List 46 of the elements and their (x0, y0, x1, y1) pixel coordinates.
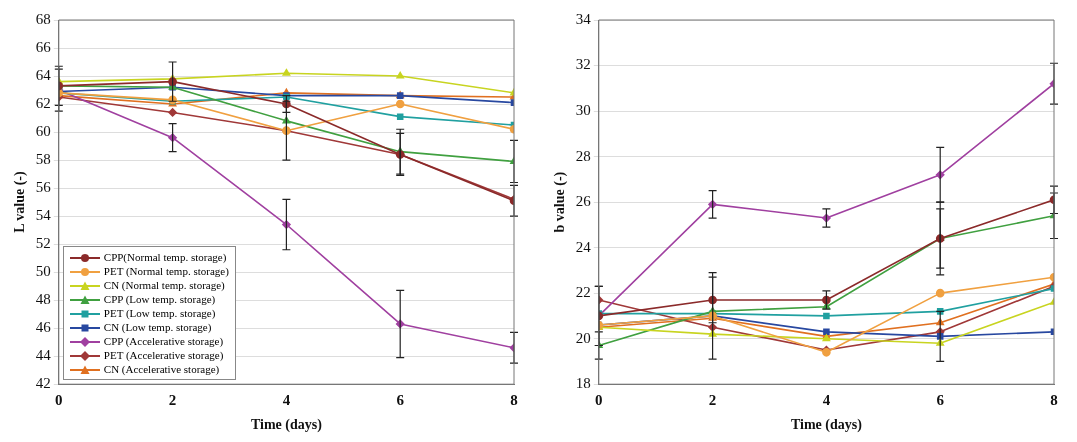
legend-label: CPP (Low temp. storage) (103, 293, 216, 306)
legend-label: PET (Normal temp. storage) (103, 265, 229, 278)
x-axis-title: Time (days) (790, 417, 863, 434)
y-tick-label: 24 (575, 238, 592, 255)
legend-label: PET (Accelerative storage) (103, 349, 224, 362)
x-tick-label: 6 (936, 392, 945, 409)
y-tick-label: 66 (35, 38, 52, 55)
y-tick-label: 42 (35, 375, 51, 392)
legend-label: PET (Low temp. storage) (103, 307, 216, 320)
y-axis-title: L value (-) (12, 171, 29, 233)
y-tick-label: 50 (35, 263, 51, 280)
y-tick-label: 22 (575, 284, 591, 301)
x-tick-label: 2 (708, 392, 717, 409)
y-tick-label: 32 (575, 56, 591, 73)
y-tick-label: 52 (35, 235, 51, 252)
y-tick-label: 48 (35, 291, 51, 308)
y-tick-label: 34 (575, 10, 592, 27)
y-tick-label: 18 (575, 375, 591, 392)
y-tick-label: 68 (35, 10, 51, 27)
legend-label: CPP(Normal temp. storage) (103, 251, 227, 264)
y-tick-label: 30 (575, 101, 591, 118)
y-tick-label: 60 (35, 123, 51, 139)
y-tick-label: 64 (35, 66, 52, 83)
legend-label: CPP (Accelerative storage) (103, 335, 224, 348)
legend-label: CN (Low temp. storage) (103, 321, 212, 334)
x-tick-label: 2 (168, 392, 177, 409)
x-axis-title: Time (days) (250, 417, 323, 434)
y-tick-label: 46 (35, 319, 52, 336)
y-tick-label: 62 (35, 94, 51, 111)
y-tick-label: 44 (35, 347, 52, 364)
x-tick-label: 8 (510, 392, 518, 409)
y-axis-title: b value (-) (552, 171, 569, 233)
x-tick-label: 0 (55, 392, 63, 409)
y-tick-label: 56 (35, 179, 52, 196)
x-tick-label: 4 (282, 392, 291, 409)
x-tick-label: 8 (1050, 392, 1058, 409)
legend-label: CN (Accelerative storage) (103, 363, 220, 376)
y-tick-label: 28 (575, 147, 591, 164)
legend-label: CN (Normal temp. storage) (103, 279, 225, 292)
y-tick-label: 54 (35, 207, 52, 224)
x-tick-label: 6 (396, 392, 405, 409)
y-tick-label: 26 (575, 193, 592, 210)
x-tick-label: 4 (822, 392, 831, 409)
y-tick-label: 20 (575, 329, 591, 346)
y-tick-label: 58 (35, 151, 51, 168)
x-tick-label: 0 (595, 392, 603, 409)
